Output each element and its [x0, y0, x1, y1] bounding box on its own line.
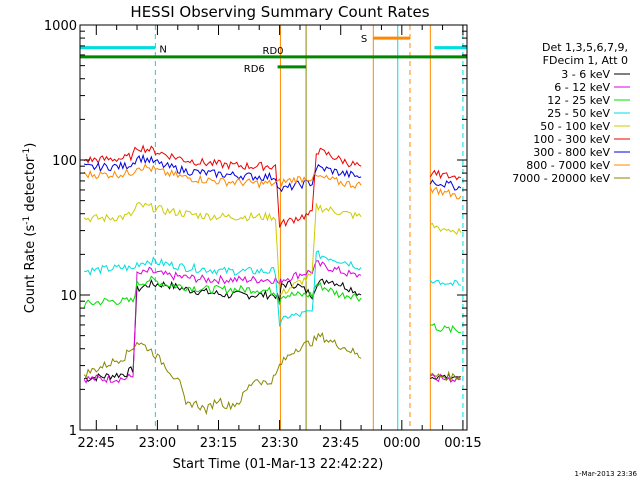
series-line-after-gap	[430, 323, 461, 334]
series-line-25-50-kev	[84, 250, 362, 327]
series-line-800-7000-kev	[83, 163, 362, 190]
x-axis-ticks: 22:45 23:00 23:15 23:30 23:45 00:00 00:15	[78, 25, 482, 451]
x-tick-label: 23:30	[261, 436, 298, 451]
flag-label-s: S	[361, 34, 367, 45]
x-tick-label: 23:00	[139, 436, 176, 451]
series-line-300-800-kev	[83, 153, 362, 193]
chart-title: HESSI Observing Summary Count Rates	[130, 3, 429, 21]
flag-label-n: N	[159, 45, 166, 56]
legend-label-25-50-kev: 25 - 50 keV	[547, 107, 610, 120]
y-tick-label: 100	[52, 154, 77, 169]
x-axis-label: Start Time (01-Mar-13 22:42:22)	[173, 457, 384, 472]
series-line-50-100-kev	[83, 201, 362, 295]
legend-header-line-1: Det 1,3,5,6,7,9,	[542, 41, 628, 54]
legend-label-3-6-kev: 3 - 6 keV	[561, 68, 610, 81]
legend-label-50-100-kev: 50 - 100 keV	[540, 120, 610, 133]
date-stamp: 1-Mar-2013 23:36	[575, 470, 638, 478]
series-line-after-gap	[430, 373, 462, 383]
plot-frame	[79, 24, 468, 431]
plot-layer: N RD0 RD6 S	[80, 25, 467, 430]
series-line-after-gap	[430, 222, 462, 235]
series-line-after-gap	[429, 279, 461, 287]
x-tick-label: 22:45	[78, 436, 115, 451]
legend-label-6-12-kev: 6 - 12 keV	[554, 81, 610, 94]
flag-label-rd6: RD6	[244, 64, 265, 75]
y-tick-label: 1	[69, 424, 77, 439]
y-axis-label: Count Rate (s-1 detector-1)	[22, 143, 38, 314]
series-line-after-gap	[429, 169, 462, 181]
series-line-after-gap	[429, 179, 462, 191]
legend-label-300-800-kev: 300 - 800 keV	[533, 146, 610, 159]
x-tick-label: 00:00	[383, 436, 420, 451]
x-tick-label: 23:45	[322, 436, 359, 451]
flag-label-rd0: RD0	[263, 46, 284, 57]
legend: Det 1,3,5,6,7,9, FDecim 1, Att 0 3 - 6 k…	[512, 41, 630, 185]
series-line-100-300-kev	[83, 144, 362, 228]
y-tick-label: 1000	[44, 19, 77, 34]
legend-label-800-7000-kev: 800 - 7000 keV	[526, 159, 610, 172]
y-axis-ticks: 1 10 100 1000	[44, 19, 467, 439]
x-tick-label: 23:15	[200, 436, 237, 451]
series-line-7000-20000-kev	[83, 332, 362, 416]
series-line-after-gap	[430, 370, 462, 382]
x-tick-label: 00:15	[444, 436, 481, 451]
series-line-6-12-kev	[83, 260, 362, 384]
legend-label-12-25-kev: 12 - 25 keV	[547, 94, 610, 107]
y-tick-label: 10	[60, 289, 77, 304]
series-line-3-6-kev	[83, 278, 362, 382]
legend-label-100-300-kev: 100 - 300 keV	[533, 133, 610, 146]
legend-header-line-2: FDecim 1, Att 0	[543, 54, 628, 67]
legend-label-7000-20000-kev: 7000 - 20000 keV	[512, 172, 610, 185]
series-line-after-gap	[429, 186, 462, 200]
